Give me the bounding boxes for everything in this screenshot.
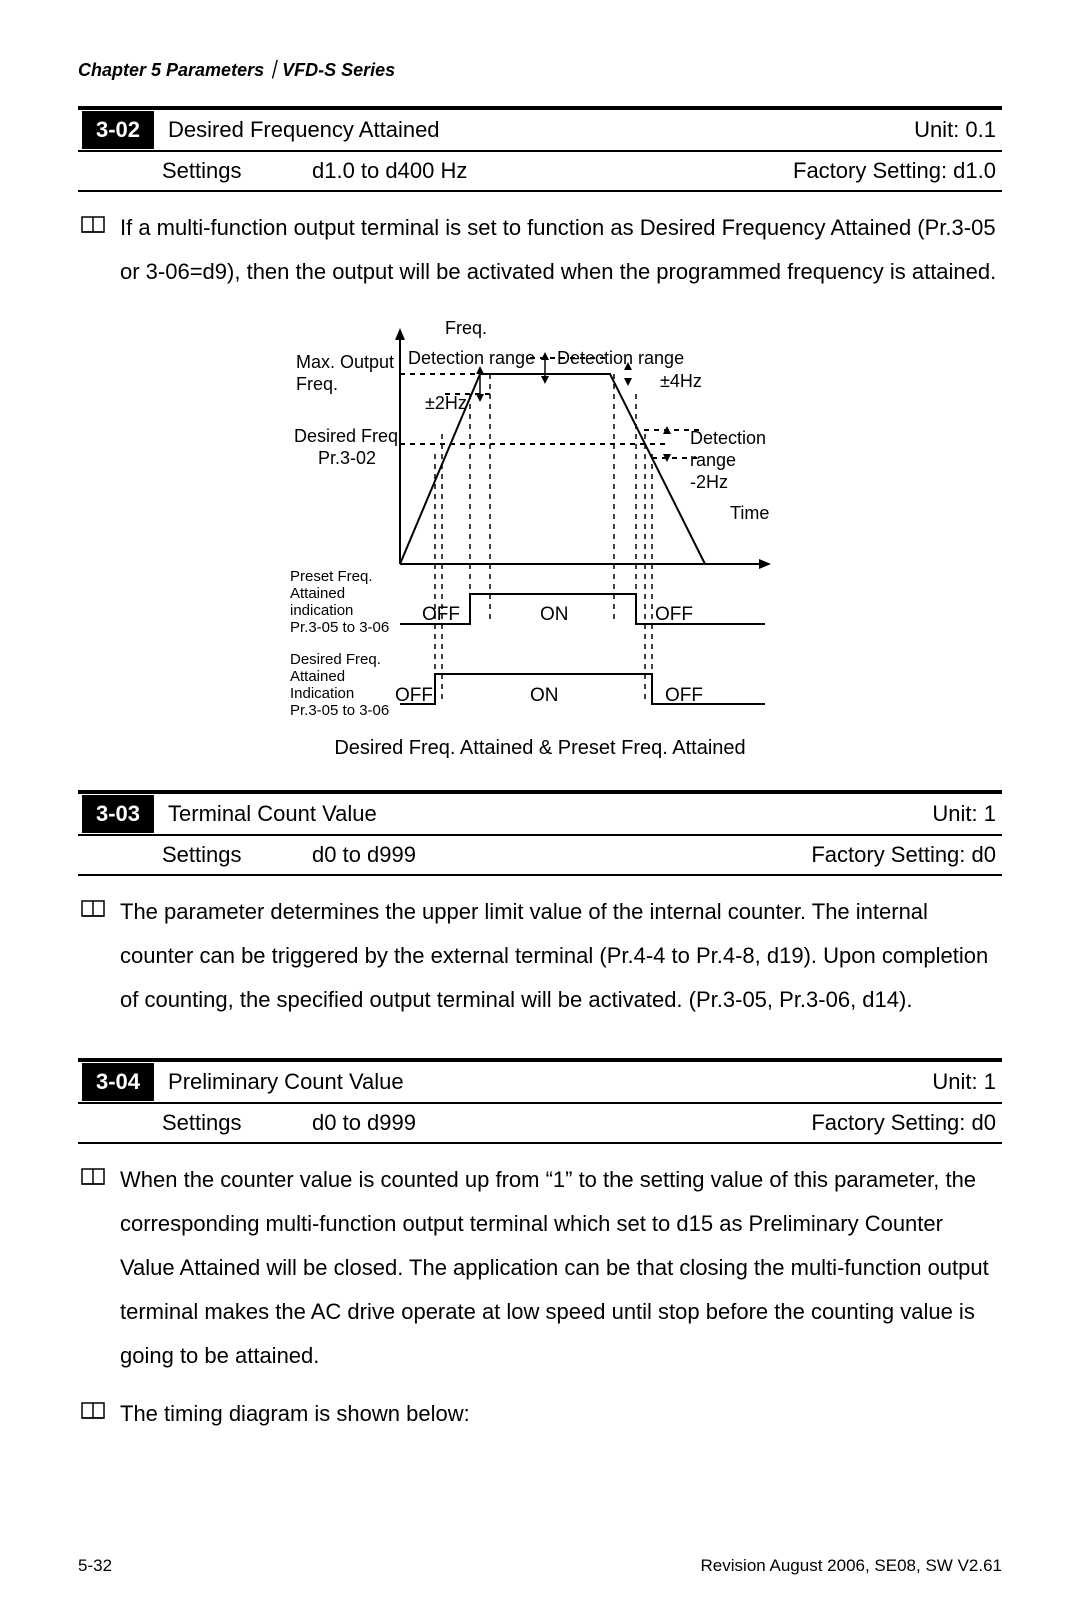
freq-attained-diagram: Freq. Max. Output Freq. Desired Freq Pr.… (200, 314, 880, 774)
settings-factory-304: Factory Setting: d0 (811, 1110, 1002, 1136)
diag-detr3: -2Hz (690, 472, 728, 492)
diag-desired1: Desired Freq (294, 426, 398, 446)
diag-detr1: Detection (690, 428, 766, 448)
diag-2hz: ±2Hz (425, 393, 467, 413)
book-icon (78, 1392, 120, 1436)
diag-detrange-r1: Detection range (557, 348, 684, 368)
diag-detr2: range (690, 450, 736, 470)
param-title-302: Desired Frequency Attained (154, 117, 914, 143)
diag-da1: Desired Freq. (290, 651, 381, 668)
diag-detrange-r2: ±4Hz (660, 371, 702, 391)
settings-factory-302: Factory Setting: d1.0 (793, 158, 1002, 184)
footer-left: 5-32 (78, 1556, 112, 1576)
diag-freq-label: Freq. (445, 318, 487, 338)
diag-detrange-top: Detection range (408, 348, 535, 368)
diag-da3: Indication (290, 685, 354, 702)
diag-desired2: Pr.3-02 (318, 448, 376, 468)
diag-maxout1: Max. Output (296, 352, 394, 372)
param-num-302: 3-02 (82, 111, 154, 149)
settings-range-304: d0 to d999 (302, 1110, 811, 1136)
footer-right: Revision August 2006, SE08, SW V2.61 (701, 1556, 1002, 1576)
diag-maxout2: Freq. (296, 374, 338, 394)
diag-row1-on: ON (540, 604, 569, 625)
param-unit-303: Unit: 1 (932, 801, 1002, 827)
diag-row2-off2: OFF (665, 685, 703, 706)
settings-label-302: Settings (78, 158, 302, 184)
settings-range-302: d1.0 to d400 Hz (302, 158, 793, 184)
diag-row1-off1: OFF (422, 604, 460, 625)
diag-caption: Desired Freq. Attained & Preset Freq. At… (334, 737, 745, 759)
note-1: If a multi-function output terminal is s… (120, 206, 1002, 294)
book-icon (78, 890, 120, 1022)
param-num-304: 3-04 (82, 1063, 154, 1101)
param-3-02: 3-02 Desired Frequency Attained Unit: 0.… (78, 106, 1002, 192)
book-icon (78, 1158, 120, 1378)
param-title-304: Preliminary Count Value (154, 1069, 932, 1095)
diag-time: Time (730, 503, 769, 523)
note-2: The parameter determines the upper limit… (120, 890, 1002, 1022)
diag-row2-off1: OFF (395, 685, 433, 706)
book-icon (78, 206, 120, 294)
diag-da2: Attained (290, 668, 345, 685)
diag-preset4: Pr.3-05 to 3-06 (290, 619, 389, 636)
diag-preset3: indication (290, 602, 353, 619)
diag-row2-on: ON (530, 685, 559, 706)
settings-label-304: Settings (78, 1110, 302, 1136)
param-unit-304: Unit: 1 (932, 1069, 1002, 1095)
param-3-04: 3-04 Preliminary Count Value Unit: 1 Set… (78, 1058, 1002, 1144)
note-4: The timing diagram is shown below: (120, 1392, 1002, 1436)
settings-factory-303: Factory Setting: d0 (811, 842, 1002, 868)
note-3: When the counter value is counted up fro… (120, 1158, 1002, 1378)
diag-da4: Pr.3-05 to 3-06 (290, 702, 389, 719)
settings-range-303: d0 to d999 (302, 842, 811, 868)
param-3-03: 3-03 Terminal Count Value Unit: 1 Settin… (78, 790, 1002, 876)
diag-row1-off2: OFF (655, 604, 693, 625)
diag-preset1: Preset Freq. (290, 568, 373, 585)
diag-preset2: Attained (290, 585, 345, 602)
settings-label-303: Settings (78, 842, 302, 868)
param-unit-302: Unit: 0.1 (914, 117, 1002, 143)
param-num-303: 3-03 (82, 795, 154, 833)
param-title-303: Terminal Count Value (154, 801, 932, 827)
page-header: Chapter 5 Parameters｜VFD-S Series (78, 56, 1002, 82)
